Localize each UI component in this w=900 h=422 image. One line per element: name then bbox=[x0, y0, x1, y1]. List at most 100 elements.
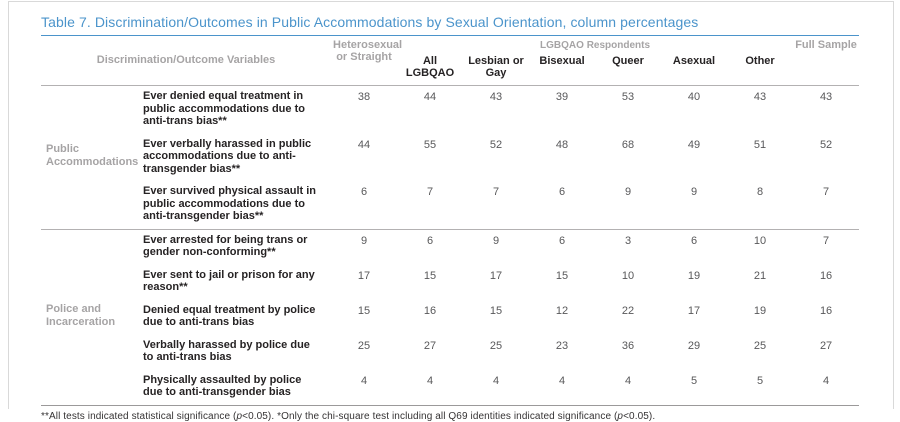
value-cell: 44 bbox=[423, 91, 437, 103]
value-cell: 9 bbox=[463, 228, 530, 265]
group-label: Police and Incarceration bbox=[41, 228, 141, 405]
column-header-all-lgbqao: All LGBQAO bbox=[397, 52, 464, 86]
value-cell: 25 bbox=[489, 339, 503, 352]
variable-label: Denied equal treatment by police due to … bbox=[143, 303, 316, 329]
header-columns-row: All LGBQAO Lesbian or Gay Bisexual Queer… bbox=[41, 52, 859, 86]
value-cell: 6 bbox=[529, 228, 596, 265]
value-cell: 25 bbox=[753, 339, 767, 352]
value-cell: 51 bbox=[753, 138, 767, 151]
table-header: Discrimination/Outcome Variables Heteros… bbox=[41, 36, 860, 86]
group-label: Public Accommodations bbox=[46, 143, 139, 169]
footnote-text: <0.05). bbox=[623, 410, 656, 422]
value-cell: 15 bbox=[423, 269, 437, 282]
value-cell: 48 bbox=[555, 138, 569, 151]
value-cell: 7 bbox=[492, 186, 500, 198]
header-span-row: Discrimination/Outcome Variables Heteros… bbox=[41, 36, 860, 86]
column-header-asexual: Asexual bbox=[661, 52, 728, 86]
value-cell: 7 bbox=[793, 228, 860, 265]
value-cell: 27 bbox=[423, 339, 437, 352]
column-header-bisexual: Bisexual bbox=[529, 52, 596, 86]
value-cell: 16 bbox=[819, 304, 833, 317]
value-cell: 6 bbox=[558, 186, 566, 198]
variable-label: Ever arrested for being trans or gender … bbox=[141, 228, 332, 265]
value-cell: 43 bbox=[489, 91, 503, 103]
column-header-other: Other bbox=[727, 52, 794, 86]
value-cell: 55 bbox=[423, 138, 437, 151]
table-row: Police and Incarceration Ever arrested fo… bbox=[41, 228, 860, 405]
value-cell: 12 bbox=[555, 304, 569, 317]
value-cell: 10 bbox=[727, 228, 794, 265]
value-cell: 39 bbox=[555, 91, 569, 103]
table-row: Ever verbally harassed in public accommo… bbox=[41, 134, 859, 182]
table-row: Ever sent to jail or prison for any reas… bbox=[41, 265, 859, 300]
variable-label: Ever denied equal treatment in public ac… bbox=[143, 90, 305, 127]
value-cell: 4 bbox=[360, 374, 368, 387]
footnote-text: <0.05). *Only the chi-square test includ… bbox=[242, 410, 618, 422]
value-cell: 10 bbox=[621, 269, 635, 282]
value-cell: 5 bbox=[756, 374, 764, 387]
table-row: Verbally harassed by police due to anti-… bbox=[41, 335, 859, 370]
value-cell: 6 bbox=[397, 228, 464, 265]
value-cell: 43 bbox=[753, 91, 767, 103]
value-cell: 49 bbox=[687, 138, 701, 151]
value-cell: 53 bbox=[621, 91, 635, 103]
value-cell: 8 bbox=[756, 186, 764, 198]
value-cell: 5 bbox=[690, 374, 698, 387]
value-cell: 19 bbox=[753, 304, 767, 317]
table-row: Physically assaulted by police due to an… bbox=[41, 370, 859, 406]
variable-label: Ever verbally harassed in public accommo… bbox=[143, 137, 312, 175]
column-header-lesbian-gay: Lesbian or Gay bbox=[463, 52, 530, 86]
table-row: Ever survived physical assault in public… bbox=[41, 181, 859, 229]
variable-label: Ever survived physical assault in public… bbox=[143, 185, 317, 222]
value-cell: 15 bbox=[357, 304, 371, 317]
value-cell: 4 bbox=[823, 374, 830, 387]
value-cell: 6 bbox=[661, 228, 728, 265]
value-cell: 23 bbox=[555, 339, 569, 352]
column-header-variables: Discrimination/Outcome Variables bbox=[41, 36, 332, 86]
value-cell: 4 bbox=[426, 374, 434, 387]
value-cell: 52 bbox=[819, 138, 833, 151]
variable-label: Ever sent to jail or prison for any reas… bbox=[143, 268, 315, 294]
value-cell: 44 bbox=[357, 138, 371, 151]
table-row: Public Accommodations Ever denied equal t… bbox=[41, 86, 859, 168]
variable-label: Verbally harassed by police due to anti-… bbox=[143, 338, 310, 364]
column-group-header-lgbqao: LGBQAO Respondents bbox=[540, 40, 651, 51]
value-cell: 16 bbox=[819, 269, 833, 282]
value-cell: 25 bbox=[357, 339, 371, 352]
table-row: Denied equal treatment by police due to … bbox=[41, 300, 859, 335]
value-cell: 17 bbox=[687, 304, 701, 317]
value-cell: 15 bbox=[555, 269, 569, 282]
value-cell: 4 bbox=[624, 374, 632, 387]
variable-label: Physically assaulted by police due to an… bbox=[143, 373, 302, 399]
value-cell: 19 bbox=[687, 269, 701, 282]
footnote-text: **All tests indicated statistical signif… bbox=[41, 410, 237, 422]
table-section: Table 7. Discrimination/Outcomes in Publ… bbox=[9, 2, 860, 422]
value-cell: 16 bbox=[423, 304, 437, 317]
column-header-queer: Queer bbox=[595, 52, 662, 86]
value-cell: 68 bbox=[621, 138, 635, 151]
table-body: Public Accommodations Ever denied equal t… bbox=[41, 86, 860, 406]
value-cell: 3 bbox=[595, 228, 662, 265]
value-cell: 6 bbox=[360, 186, 368, 198]
column-header-full-sample: Full Sample bbox=[793, 36, 860, 86]
value-cell: 27 bbox=[819, 339, 833, 352]
value-cell: 7 bbox=[426, 186, 434, 198]
value-cell: 15 bbox=[489, 304, 503, 317]
value-cell: 9 bbox=[690, 186, 698, 198]
value-cell: 7 bbox=[823, 186, 830, 198]
table-title: Table 7. Discrimination/Outcomes in Publ… bbox=[41, 14, 859, 36]
value-cell: 22 bbox=[621, 304, 635, 317]
value-cell: 17 bbox=[357, 269, 371, 282]
value-cell: 29 bbox=[687, 339, 701, 352]
value-cell: 4 bbox=[492, 374, 500, 387]
value-cell: 17 bbox=[489, 269, 503, 282]
value-cell: 38 bbox=[357, 91, 371, 103]
value-cell: 21 bbox=[753, 269, 767, 282]
value-cell: 9 bbox=[331, 228, 398, 265]
data-table: Discrimination/Outcome Variables Heteros… bbox=[41, 36, 860, 406]
column-header-heterosexual: Heterosexual or Straight bbox=[331, 36, 402, 86]
document-page: Table 7. Discrimination/Outcomes in Publ… bbox=[8, 1, 894, 422]
value-cell: 52 bbox=[489, 138, 503, 151]
value-cell: 40 bbox=[687, 91, 701, 103]
value-cell: 4 bbox=[558, 374, 566, 387]
